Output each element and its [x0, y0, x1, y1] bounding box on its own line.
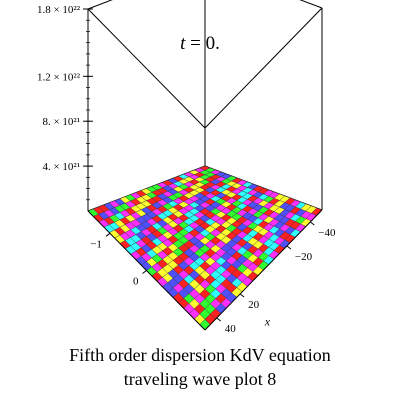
box-top-front-right-edge [204, 7, 323, 129]
surface-mesh [87, 165, 323, 331]
y-tick-mark [142, 270, 147, 274]
y-tick-label: −1 [90, 238, 102, 250]
caption-line-1: Fifth order dispersion KdV equation [69, 345, 331, 365]
z-tick-label: 4. × 10²¹ [42, 161, 80, 173]
box-top-front-left-edge [87, 8, 206, 129]
x-axis-label: x [264, 315, 271, 329]
z-tick-label: 1.8 × 10²² [37, 4, 81, 16]
y-tick-label: 0 [133, 276, 139, 288]
y-tick-mark [105, 232, 111, 237]
x-tick-mark [239, 293, 245, 298]
z-tick-label: 8. × 10²¹ [42, 116, 80, 128]
z-tick-label: 1.2 × 10²² [37, 71, 81, 83]
x-tick-label: 40 [225, 323, 237, 335]
plot-title: t = 0. [180, 33, 220, 54]
box-front-right-edge [204, 209, 323, 331]
box-top-back-right-edge [299, 0, 323, 9]
x-tick-mark [286, 245, 292, 250]
x-tick-mark [309, 221, 315, 226]
x-tick-label: −40 [318, 227, 336, 239]
x-tick-label: 20 [248, 299, 260, 311]
x-tick-mark [216, 317, 221, 322]
x-tick-label: −20 [295, 251, 313, 263]
caption-line-2: traveling wave plot 8 [123, 369, 277, 389]
box-top-back-left-edge [87, 0, 113, 10]
